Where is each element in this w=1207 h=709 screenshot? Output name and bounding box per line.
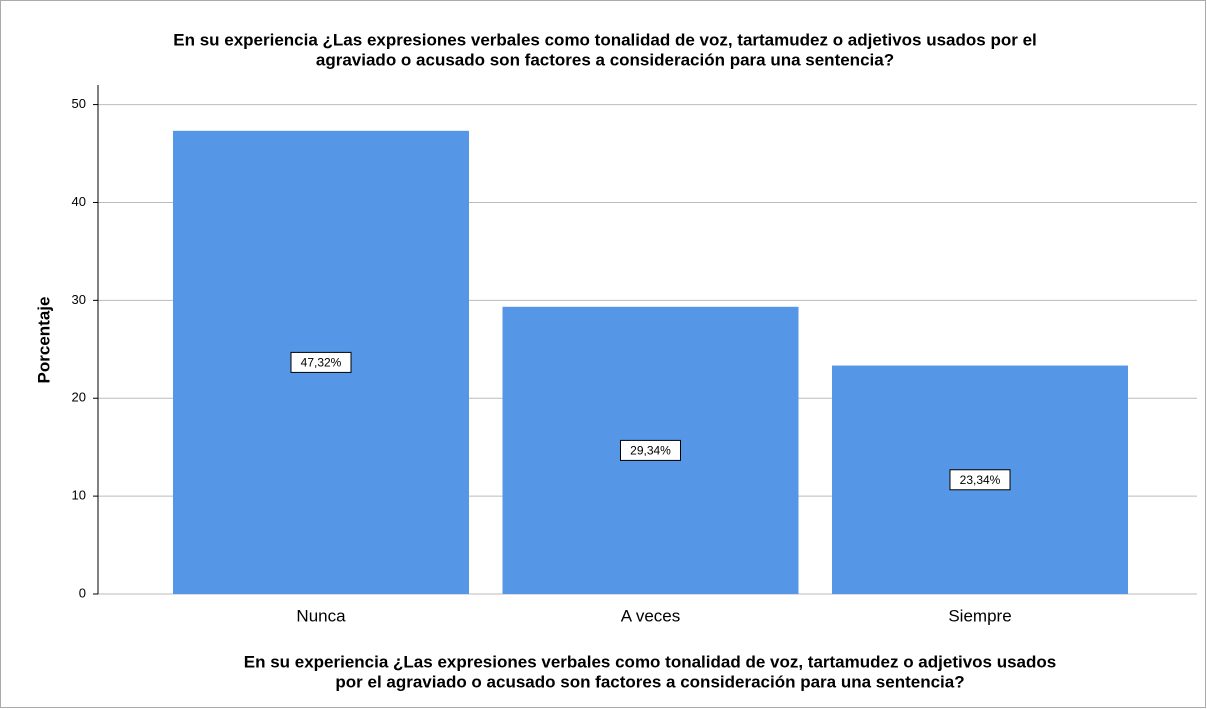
x-tick-label: Siempre (948, 606, 1011, 625)
x-tick-label: A veces (621, 606, 681, 625)
x-tick-label: Nunca (296, 606, 346, 625)
y-axis-label: Porcentaje (34, 297, 53, 384)
y-tick-label: 20 (72, 390, 86, 405)
value-label-box (620, 439, 681, 461)
chart-title: En su experiencia ¿Las expresiones verba… (173, 30, 1037, 49)
x-axis-label: En su experiencia ¿Las expresiones verba… (244, 652, 1057, 671)
y-tick-label: 50 (72, 96, 86, 111)
y-tick-label: 10 (72, 488, 86, 503)
y-tick-label: 30 (72, 292, 86, 307)
x-axis-label: por el agraviado o acusado son factores … (335, 672, 964, 691)
y-tick-label: 40 (72, 194, 86, 209)
chart-title: agraviado o acusado son factores a consi… (316, 50, 894, 69)
value-label: 29,34% (630, 444, 671, 458)
y-tick-label: 0 (79, 585, 86, 600)
value-label-box (290, 351, 352, 373)
value-label-box (949, 469, 1011, 491)
value-label: 47,32% (301, 356, 342, 370)
value-label: 23,34% (960, 473, 1001, 487)
